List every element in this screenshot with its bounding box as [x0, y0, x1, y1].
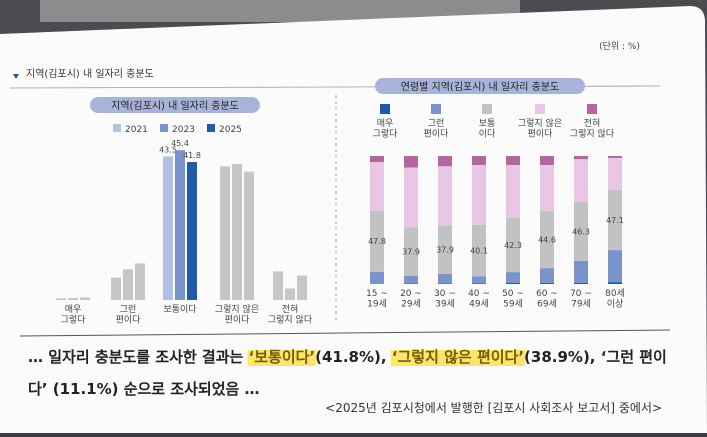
legend-label: 2021 — [125, 125, 148, 135]
bar-segment — [438, 283, 452, 284]
value-label: 40.1 — [470, 247, 488, 256]
bar — [244, 172, 254, 300]
bar-segment — [438, 274, 452, 284]
unit-note: (단위 : %) — [599, 41, 640, 52]
bar-segment — [608, 282, 622, 284]
bar — [220, 166, 230, 300]
bar-segment — [574, 261, 588, 283]
bar — [273, 271, 283, 300]
value-label: 46.3 — [572, 227, 590, 236]
bar — [111, 278, 121, 300]
bar-segment — [506, 283, 520, 284]
bar — [123, 269, 133, 300]
caption-text: (41.8%), — [315, 348, 392, 366]
legend-swatch — [380, 104, 390, 114]
bar-segment — [574, 156, 588, 159]
caption-highlight: ‘그렇지 않은 편이다’ — [392, 348, 524, 366]
bar-segment — [506, 156, 520, 165]
bar-segment — [540, 165, 554, 211]
bar-segment — [608, 156, 622, 158]
bar-segment — [438, 156, 452, 166]
chart-title: 지역(김포시) 내 일자리 충분도 — [111, 100, 239, 112]
bar-segment — [472, 165, 486, 225]
bar — [68, 298, 78, 300]
legend-swatch — [482, 104, 492, 114]
x-tick-label: 30 ~39세 — [434, 289, 456, 309]
bar-segment — [370, 272, 384, 284]
bar-segment — [574, 283, 588, 284]
bar-segment — [472, 283, 486, 284]
caption-text: 다’ (11.1%) 순으로 조사되었음 … — [28, 380, 260, 398]
caption: 다’ (11.1%) 순으로 조사되었음 … — [28, 380, 260, 398]
legend-swatch — [587, 104, 597, 114]
value-label: 47.8 — [368, 237, 386, 246]
value-label: 37.9 — [436, 246, 454, 255]
legend-label: 2023 — [172, 125, 195, 135]
caption: … 일자리 충분도를 조사한 결과는 ‘보통이다’(41.8%), ‘그렇지 않… — [28, 348, 667, 366]
x-tick-label: 보통이다 — [163, 304, 197, 315]
x-tick-label: 20 ~29세 — [400, 289, 422, 309]
bar — [135, 263, 145, 300]
bar-segment — [506, 272, 520, 283]
value-label: 41.8 — [183, 151, 201, 160]
legend-label: 2025 — [219, 125, 242, 135]
bar-segment — [404, 276, 418, 284]
bar — [163, 156, 173, 300]
bar — [56, 298, 66, 300]
page: (단위 : %) 지역(김포시) 내 일자리 충분도 … 일자리 충분도를 조사… — [0, 0, 707, 433]
bar-segment — [506, 165, 520, 218]
bar-segment — [540, 156, 554, 165]
bar-segment — [438, 166, 452, 225]
bar-segment — [404, 283, 418, 284]
value-label: 47.1 — [606, 216, 624, 225]
chart-title: 연령별 지역(김포시) 내 일자리 충분도 — [401, 81, 560, 93]
bar-segment — [404, 156, 418, 168]
caption-text: (38.9%), ‘그런 편이 — [524, 348, 667, 366]
photo: (단위 : %) 지역(김포시) 내 일자리 충분도 … 일자리 충분도를 조사… — [0, 0, 707, 433]
bar-segment — [404, 168, 418, 228]
source: <2025년 김포시청에서 발행한 [김포시 사회조사 보고서] 중에서> — [325, 400, 662, 415]
value-label: 42.3 — [504, 241, 522, 250]
x-tick-label: 70 ~79세 — [570, 289, 592, 309]
legend-swatch — [431, 104, 441, 114]
bar-segment — [472, 276, 486, 283]
caption-highlight: ‘보통이다’ — [249, 348, 316, 366]
bar-segment — [540, 283, 554, 284]
bar-segment — [370, 162, 384, 211]
legend-swatch — [207, 124, 215, 132]
section-title: 지역(김포시) 내 일자리 충분도 — [26, 68, 154, 80]
legend-swatch — [113, 124, 121, 132]
bar-segment — [608, 250, 622, 282]
value-label: 45.4 — [171, 139, 189, 148]
bar — [285, 288, 295, 300]
caption-text: … 일자리 충분도를 조사한 결과는 — [28, 348, 249, 366]
bar-segment — [540, 268, 554, 283]
value-label: 37.9 — [402, 247, 420, 256]
bar — [297, 276, 307, 300]
bar — [232, 164, 242, 300]
x-tick-label: 50 ~59세 — [502, 289, 524, 309]
bar — [175, 150, 185, 300]
value-label: 44.6 — [538, 236, 556, 245]
bar-segment — [370, 156, 384, 162]
x-tick-label: 15 ~19세 — [366, 289, 388, 309]
x-tick-label: 40 ~49세 — [468, 289, 490, 309]
bar — [187, 162, 197, 300]
bar-segment — [472, 156, 486, 165]
legend-swatch — [160, 124, 168, 132]
bar — [80, 297, 90, 300]
x-tick-label: 60 ~69세 — [536, 289, 558, 309]
bar-segment — [574, 159, 588, 201]
bar-segment — [608, 158, 622, 190]
legend-swatch — [535, 104, 545, 114]
